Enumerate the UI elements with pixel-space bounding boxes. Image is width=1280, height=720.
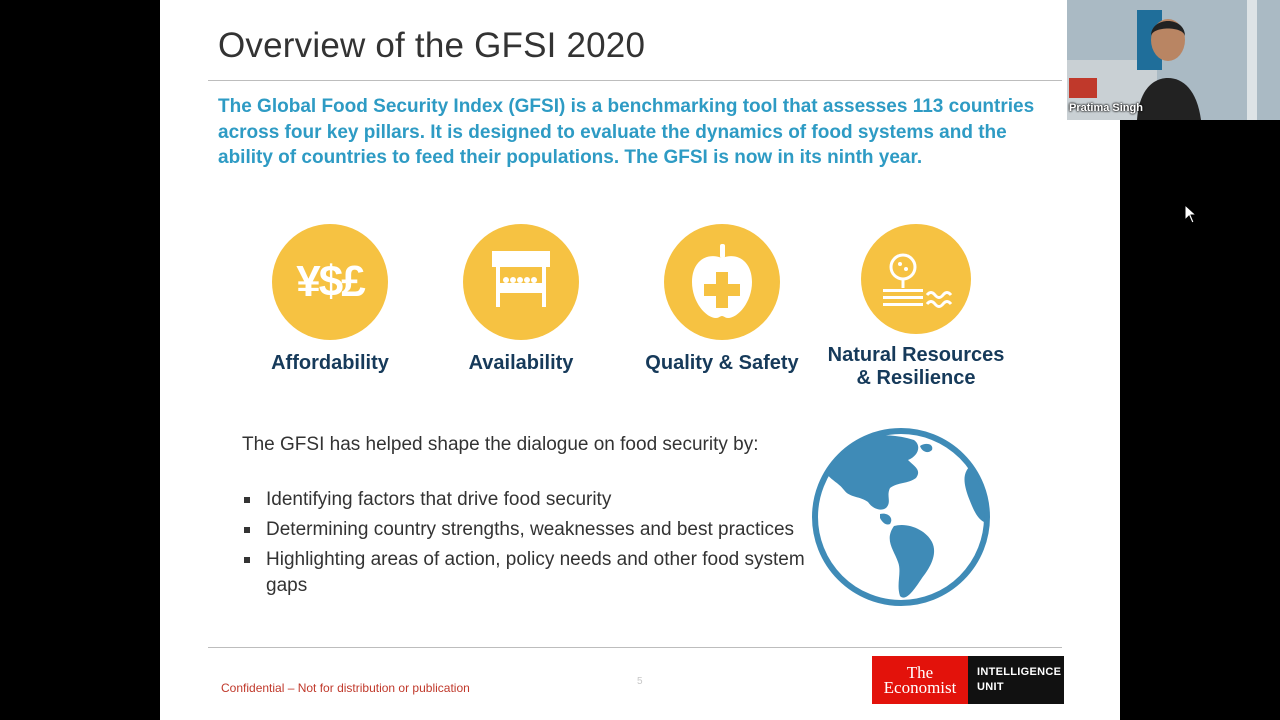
webcam-video <box>1067 0 1280 120</box>
market-stall-icon <box>463 224 579 340</box>
pillar-label-line1: Natural Resources <box>827 344 1005 366</box>
currency-symbols: ¥$£ <box>296 257 365 306</box>
bullet-square-icon <box>244 557 250 563</box>
confidential-notice: Confidential – Not for distribution or p… <box>221 681 470 695</box>
pillar-natural-resources: Natural Resources & Resilience <box>816 224 1016 390</box>
intelligence-unit-text: INTELLIGENCE UNIT <box>968 656 1064 704</box>
intro-text: The Global Food Security Index (GFSI) is… <box>218 96 1035 168</box>
logo-line1: The <box>906 663 934 682</box>
bullet-item: Determining country strengths, weaknesse… <box>242 517 812 543</box>
currency-icon: ¥$£ <box>272 224 388 340</box>
pillar-affordability: ¥$£ Affordability <box>230 224 430 375</box>
economist-intelligence-unit-logo: The Economist INTELLIGENCE UNIT <box>872 656 1064 704</box>
pillar-label: Quality & Safety <box>645 352 799 374</box>
pillar-availability: Availability <box>421 224 621 375</box>
pillar-quality-safety: Quality & Safety <box>622 224 822 375</box>
participant-name: Pratima Singh <box>1069 102 1143 114</box>
page-number: 5 <box>637 676 643 687</box>
globe-icon <box>812 428 990 606</box>
bullet-item: Highlighting areas of action, policy nee… <box>242 547 812 599</box>
logo-line2: Economist <box>883 678 957 697</box>
bullet-text: Determining country strengths, weaknesse… <box>266 519 795 540</box>
bullet-square-icon <box>244 527 250 533</box>
economist-wordmark: The Economist <box>872 656 968 704</box>
footer-divider <box>208 647 1062 648</box>
title-divider <box>208 80 1062 81</box>
pillar-label: Natural Resources & Resilience <box>816 344 1016 390</box>
bullet-square-icon <box>244 497 250 503</box>
logo-unit-line1: INTELLIGENCE <box>977 666 1062 678</box>
slide-title: Overview of the GFSI 2020 <box>218 26 646 65</box>
mouse-cursor-icon <box>1184 204 1198 224</box>
bullet-list: Identifying factors that drive food secu… <box>242 487 812 603</box>
apple-plus-icon <box>664 224 780 340</box>
tree-water-icon <box>861 224 971 334</box>
bullet-item: Identifying factors that drive food secu… <box>242 487 812 513</box>
pillar-label: Affordability <box>271 352 389 374</box>
pillar-label-line2: & Resilience <box>856 367 976 389</box>
presentation-slide: Overview of the GFSI 2020 The Global Foo… <box>160 0 1120 720</box>
logo-unit-line2: UNIT <box>977 681 1004 693</box>
bullet-text: Identifying factors that drive food secu… <box>266 489 612 510</box>
lead-text: The GFSI has helped shape the dialogue o… <box>242 434 759 455</box>
pillar-label: Availability <box>468 352 574 374</box>
webcam-tile[interactable]: Pratima Singh <box>1067 0 1280 120</box>
bullet-text: Highlighting areas of action, policy nee… <box>266 549 805 596</box>
